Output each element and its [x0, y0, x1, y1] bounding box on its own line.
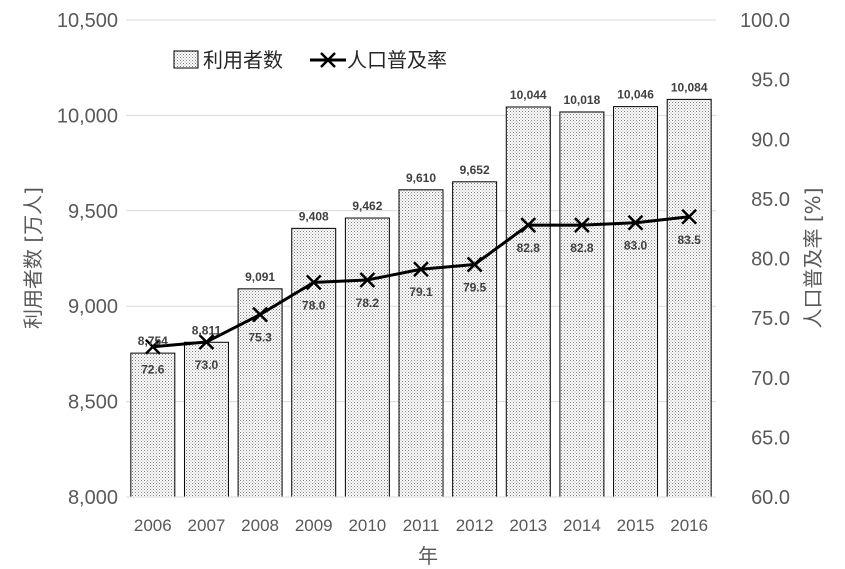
x-tick-label: 2015: [617, 516, 655, 535]
bar-value-label: 9,652: [460, 163, 490, 177]
legend-bar-label: 利用者数: [203, 48, 283, 72]
line-value-label: 83.0: [624, 239, 648, 253]
y2-tick-label: 95.0: [751, 70, 790, 92]
bar-value-label: 10,046: [617, 88, 654, 102]
line-value-label: 83.5: [678, 233, 702, 247]
bar-value-label: 10,018: [564, 93, 601, 107]
line-series: [144, 208, 698, 355]
bar: [344, 217, 390, 498]
line-value-label: 78.2: [356, 296, 380, 310]
bar: [130, 352, 176, 498]
bar-value-label: 9,091: [245, 270, 275, 284]
legend-bar-swatch: [173, 50, 199, 69]
legend-line-label: 人口普及率: [347, 48, 447, 72]
bar-value-label: 10,084: [671, 80, 708, 94]
x-tick-label: 2012: [456, 516, 494, 535]
line-marker: [252, 306, 268, 323]
x-tick-label: 2007: [188, 516, 226, 535]
y-tick-label: 10,000: [57, 105, 118, 127]
bar-value-label: 9,610: [406, 171, 436, 185]
y2-tick-label: 75.0: [751, 308, 790, 330]
line-value-label: 78.0: [302, 298, 326, 312]
line-value-label: 75.3: [248, 331, 272, 345]
line-marker: [198, 334, 215, 350]
bar: [613, 106, 659, 498]
y2-tick-label: 80.0: [751, 249, 790, 271]
y2-tick-label: 100.0: [740, 10, 790, 32]
line-value-label: 73.0: [195, 358, 219, 372]
y2-tick-label: 90.0: [751, 129, 790, 151]
line-value-label: 82.8: [517, 241, 541, 255]
bar: [291, 227, 337, 498]
bar: [398, 189, 444, 498]
x-tick-label: 2008: [241, 516, 279, 535]
bar-value-label: 9,462: [352, 199, 382, 213]
y-axis-title: 利用者数 [万人]: [21, 187, 45, 329]
x-axis-title: 年: [418, 544, 438, 568]
bar-value-label: 10,044: [510, 88, 547, 102]
bar: [559, 111, 605, 498]
y-tick-label: 8,000: [68, 487, 118, 509]
line-value-label: 79.1: [409, 285, 433, 299]
y2-tick-label: 70.0: [751, 368, 790, 390]
line-marker: [627, 214, 644, 231]
bar-value-label: 8,811: [192, 323, 222, 337]
y2-tick-label: 85.0: [751, 189, 790, 211]
bar: [505, 106, 551, 498]
x-tick-label: 2009: [295, 516, 333, 535]
line-value-label: 79.5: [463, 280, 487, 294]
x-tick-label: 2016: [670, 516, 708, 535]
legend: 利用者数 人口普及率: [173, 48, 447, 72]
bar: [452, 181, 498, 498]
y2-tick-label: 65.0: [751, 427, 790, 449]
y2-tick-label: 60.0: [751, 487, 790, 509]
line-marker: [520, 217, 537, 233]
line-marker: [466, 256, 483, 273]
x-tick-label: 2006: [134, 516, 172, 535]
bar: [237, 288, 283, 498]
line-marker: [305, 274, 322, 291]
line-marker: [359, 272, 376, 288]
y2-axis-title: 人口普及率 [%]: [801, 188, 825, 329]
line-marker: [574, 217, 590, 233]
y-tick-label: 10,500: [57, 10, 118, 32]
bar-value-label: 8,754: [138, 334, 168, 348]
line-marker: [144, 338, 161, 355]
x-tick-label: 2014: [563, 516, 601, 535]
bar: [666, 98, 712, 498]
x-tick-label: 2010: [348, 516, 386, 535]
line-marker: [413, 261, 429, 278]
line-value-label: 82.8: [570, 241, 594, 255]
x-tick-label: 2013: [509, 516, 547, 535]
line-value-label: 72.6: [141, 363, 165, 377]
y-tick-label: 8,500: [68, 392, 118, 414]
data-labels: 8,754 8,811 9,091 9,408 9,462 9,610 9,652 10,04…: [138, 80, 708, 376]
y-tick-label: 9,500: [68, 201, 118, 223]
axes: 8,000 8,500 9,000 9,500 10,000 10,500 60.0 65.0…: [57, 10, 790, 535]
legend-line-marker: [320, 52, 336, 68]
x-tick-label: 2011: [403, 516, 440, 535]
y-tick-label: 9,000: [68, 296, 118, 318]
line-marker: [681, 208, 698, 225]
bar-value-label: 9,408: [299, 209, 329, 223]
